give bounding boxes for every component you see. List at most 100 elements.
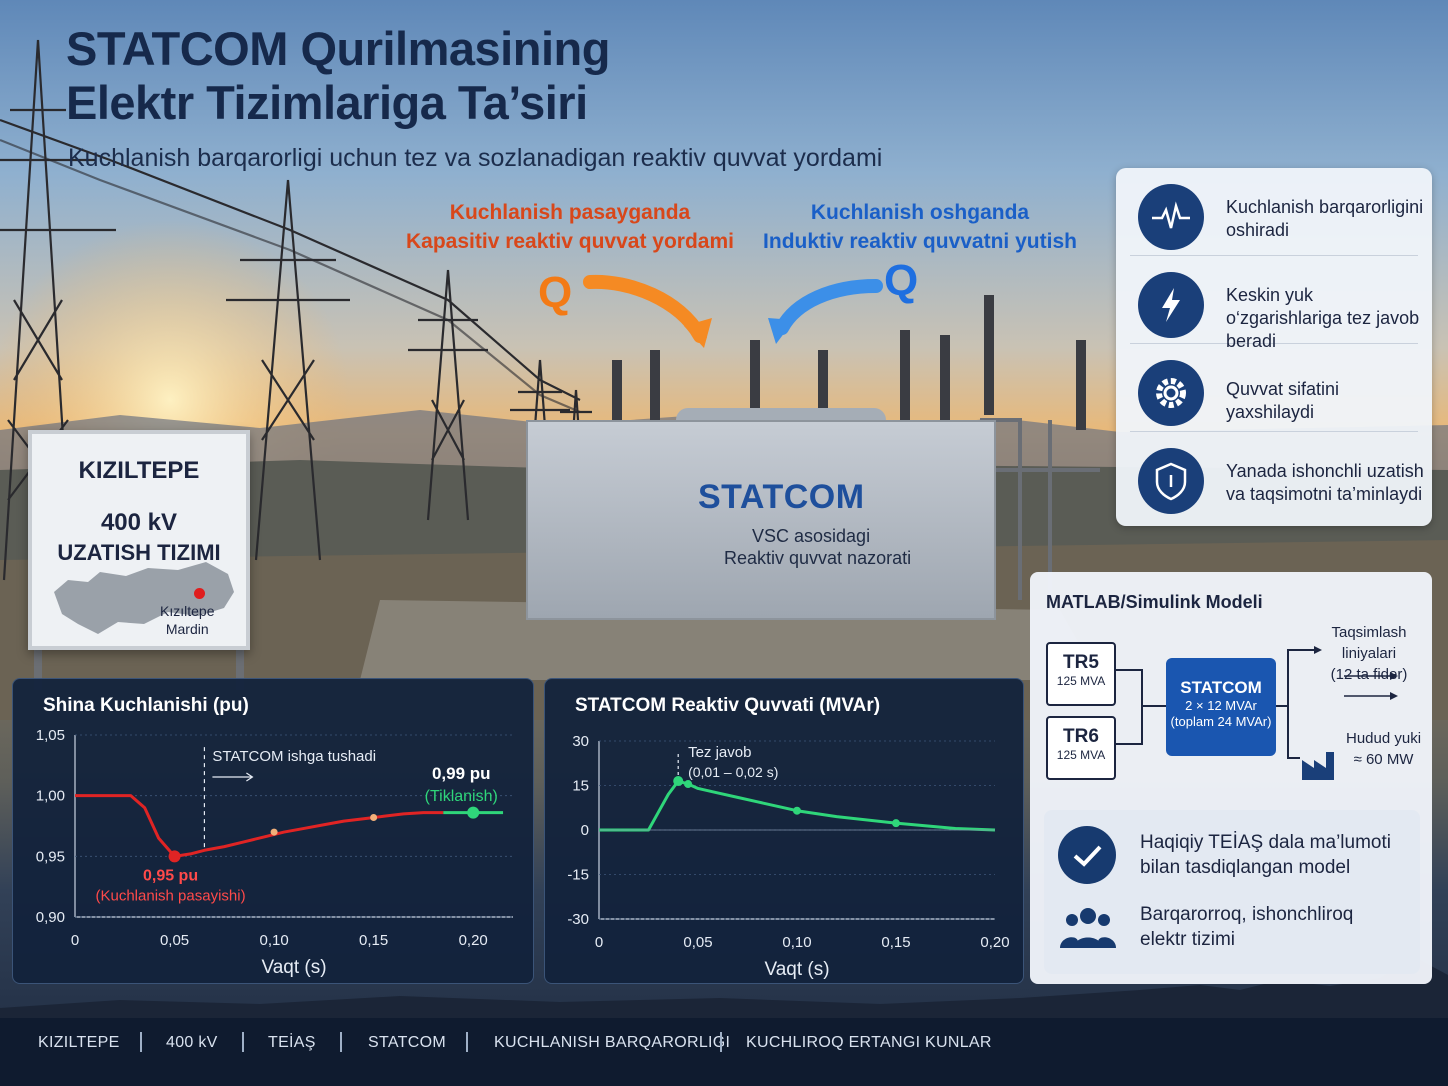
result-line-2: elektr tizimi xyxy=(1140,929,1236,950)
sample-point-0 xyxy=(270,828,278,836)
benefit-power-quality: Quvvat sifatini yaxshilaydi xyxy=(1130,346,1418,432)
benefit-reliability: Yanada ishonchli uzatish va taqsimotni t… xyxy=(1130,434,1424,520)
y-tick-label: 0,95 xyxy=(36,848,65,865)
x-tick-label: 0 xyxy=(595,934,603,951)
inductive-line-1: Kuchlanish oshganda xyxy=(810,201,1030,224)
capacitive-line-2: Kapasitiv reaktiv quvvat yordami xyxy=(406,230,734,253)
q-inductive-symbol: Q xyxy=(884,256,919,305)
sign-city: Kızıltepe xyxy=(160,603,215,619)
feeder-label: Taqsimlash liniyalari (12 ta fider) xyxy=(1306,622,1432,685)
y-tick-label: -30 xyxy=(567,911,589,928)
benefits-panel: Kuchlanish barqarorligini oshiradi Keski… xyxy=(1116,168,1432,526)
page-title: STATCOM Qurilmasining Elektr Tizimlariga… xyxy=(66,22,610,130)
voltage-chart-panel: Shina Kuchlanishi (pu) 1,05 1,00 0,95 0,90 0… xyxy=(12,678,534,984)
kiziltepe-sign: KIZILTEPE 400 kV UZATISH TIZIMI Kızıltep… xyxy=(28,430,250,650)
model-title: MATLAB/Simulink Modeli xyxy=(1046,592,1263,612)
x-tick-label: 0,05 xyxy=(160,932,189,949)
x-tick-label: 0,20 xyxy=(459,932,488,949)
statcom-unit-desc-2: Reaktiv quvvat nazorati xyxy=(724,548,912,568)
footer-item-teias: TEİAŞ xyxy=(268,1034,316,1051)
x-axis-label: Vaqt (s) xyxy=(764,959,829,980)
y-tick-label: -15 xyxy=(567,867,589,884)
recovery-value: 0,99 pu xyxy=(432,764,491,783)
x-tick-label: 0,05 xyxy=(683,934,712,951)
x-tick-label: 0,15 xyxy=(359,932,388,949)
series-line-0 xyxy=(75,794,444,858)
footer-item-stability: KUCHLANISH BARQARORLIGI xyxy=(494,1034,731,1051)
y-tick-label: 0,90 xyxy=(36,909,65,926)
reactive-power-chart: 30 15 0 -15 -30 0 0,05 0,10 0,15 0,20 Vaqt (s) Tez … xyxy=(567,733,1009,980)
sample-point-1 xyxy=(370,814,378,822)
load-line-2: ≈ 60 MW xyxy=(1353,751,1414,768)
y-tick-label: 1,05 xyxy=(36,727,65,744)
load-label: Hudud yuki ≈ 60 MW xyxy=(1346,728,1421,770)
lightning-icon xyxy=(1138,272,1204,338)
feeder-line-1: Taqsimlash liniyalari xyxy=(1331,624,1407,662)
model-connections xyxy=(1116,646,1398,780)
sign-line-3: UZATISH TIZIMI xyxy=(57,540,221,565)
title-line-1: STATCOM Qurilmasining xyxy=(66,22,610,75)
check-icon xyxy=(1058,826,1116,884)
sign-line-1: KIZILTEPE xyxy=(78,457,200,484)
x-tick-label: 0 xyxy=(71,932,79,949)
tr6-name: TR6 xyxy=(1063,726,1099,747)
validation-text: Haqiqiy TEİAŞ dala ma’lumoti bilan tasdi… xyxy=(1140,830,1391,880)
min-voltage-point xyxy=(168,850,181,863)
benefit-text: Yanada ishonchli uzatish va taqsimotni t… xyxy=(1226,461,1424,504)
tr5-transformer: TR5 125 MVA xyxy=(1046,642,1116,706)
simulink-model-panel: MATLAB/Simulink Modeli TR5 125 MVA TR6 1… xyxy=(1030,572,1432,984)
sign-province: Mardin xyxy=(165,621,209,637)
fast-response-range: (0,01 – 0,02 s) xyxy=(688,764,778,780)
gear-icon xyxy=(1138,360,1204,426)
min-voltage-value: 0,95 pu xyxy=(143,867,198,884)
footer-item-statcom: STATCOM xyxy=(368,1034,446,1051)
inductive-line-2: Induktiv reaktiv quvvatni yutish xyxy=(763,230,1077,253)
page-subtitle: Kuchlanish barqarorligi uchun tez va soz… xyxy=(68,144,883,172)
sample-point-2 xyxy=(892,819,900,828)
recovery-point xyxy=(467,806,480,819)
tr6-rating: 125 MVA xyxy=(1056,748,1106,762)
x-tick-label: 0,10 xyxy=(259,932,288,949)
footer-bar: KIZILTEPE 400 kV TEİAŞ STATCOM KUCHLANIS… xyxy=(0,1018,1448,1086)
reactive-power-chart-panel: STATCOM Reaktiv Quvvati (MVAr) 30 15 0 -15 -… xyxy=(544,678,1024,984)
validation-box: Haqiqiy TEİAŞ dala ma’lumoti bilan tasdi… xyxy=(1044,810,1420,974)
statcom-enclosure: STATCOM VSC asosidagi Reaktiv quvvat naz… xyxy=(526,420,996,620)
reactive-chart-title: STATCOM Reaktiv Quvvati (MVAr) xyxy=(575,695,881,716)
tr5-rating: 125 MVA xyxy=(1056,674,1106,688)
statcom-block-name: STATCOM xyxy=(1180,678,1262,697)
validation-line-1: Haqiqiy TEİAŞ dala ma’lumoti xyxy=(1140,832,1391,853)
footer-divider xyxy=(242,1032,244,1052)
statcom-block: STATCOM 2 × 12 MVAr (toplam 24 MVAr) xyxy=(1166,658,1276,756)
capacitive-support-label: Kuchlanish pasayganda Kapasitiv reaktiv … xyxy=(400,198,740,256)
benefit-text: Keskin yuk o‘zgarishlariga tez javob ber… xyxy=(1226,285,1420,351)
inductive-absorb-label: Kuchlanish oshganda Induktiv reaktiv quv… xyxy=(760,198,1080,256)
statcom-block-total: (toplam 24 MVAr) xyxy=(1170,714,1272,729)
sign-line-2: 400 kV xyxy=(100,509,178,536)
sign-location: Kızıltepe Mardin xyxy=(160,602,214,638)
y-tick-label: 0 xyxy=(581,822,589,839)
sample-point-0 xyxy=(684,780,693,789)
turkey-map-icon xyxy=(54,562,234,634)
sample-point-1 xyxy=(793,806,801,815)
recovery-label: (Tiklanish) xyxy=(425,788,498,805)
footer-divider xyxy=(340,1032,342,1052)
footer-divider xyxy=(720,1032,722,1052)
x-tick-label: 0,15 xyxy=(881,934,910,951)
benefit-text: Quvvat sifatini yaxshilaydi xyxy=(1226,379,1340,422)
q-capacitive-symbol: Q xyxy=(538,268,573,317)
series-line-0 xyxy=(599,779,996,832)
shield-icon xyxy=(1138,448,1204,514)
benefit-fast-response: Keskin yuk o‘zgarishlariga tez javob ber… xyxy=(1130,258,1419,351)
y-tick-label: 1,00 xyxy=(36,788,65,805)
y-tick-label: 15 xyxy=(572,778,589,795)
tr5-name: TR5 xyxy=(1063,652,1099,673)
peak-point xyxy=(673,776,684,787)
min-voltage-label: (Kuchlanish pasayishi) xyxy=(96,887,246,904)
statcom-unit-desc-1: VSC asosidagi xyxy=(752,526,871,546)
statcom-block-rating: 2 × 12 MVAr xyxy=(1185,698,1257,713)
benefit-text: Kuchlanish barqarorligini oshiradi xyxy=(1226,197,1424,240)
result-text: Barqarorroq, ishonchliroq elektr tizimi xyxy=(1140,902,1353,952)
feeder-line-2: (12 ta fider) xyxy=(1330,666,1408,683)
event-annotation: STATCOM ishga tushadi xyxy=(212,748,376,765)
result-line-1: Barqarorroq, ishonchliroq xyxy=(1140,904,1354,925)
